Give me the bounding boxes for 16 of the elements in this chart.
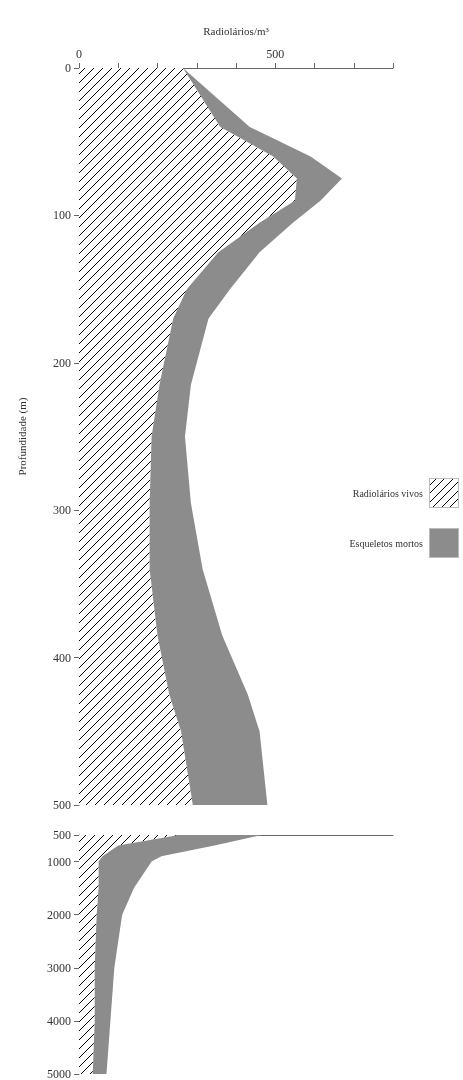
y-tick-label: 300: [53, 503, 71, 518]
text: Esqueletos mortos: [349, 537, 423, 549]
x-axis-title: Radiolários/m³: [203, 24, 270, 37]
y-tick-label: 3000: [47, 960, 71, 975]
y-tick-label: 0: [65, 61, 71, 75]
y-tick-label: 2000: [47, 907, 71, 922]
y-tick-label: 400: [53, 650, 71, 665]
text: Radiolários vivos: [352, 487, 423, 499]
y-tick-label: 200: [53, 355, 71, 370]
y-tick-label: 5000: [47, 1067, 71, 1080]
y-tick-label: 1000: [47, 854, 71, 869]
y-tick-label: 500: [53, 798, 71, 812]
y-axis-title: Profundidade (m): [15, 397, 29, 476]
y-tick-label: 100: [53, 208, 71, 223]
y-tick-label: 4000: [47, 1013, 71, 1028]
y-tick-label: 500: [53, 828, 71, 842]
